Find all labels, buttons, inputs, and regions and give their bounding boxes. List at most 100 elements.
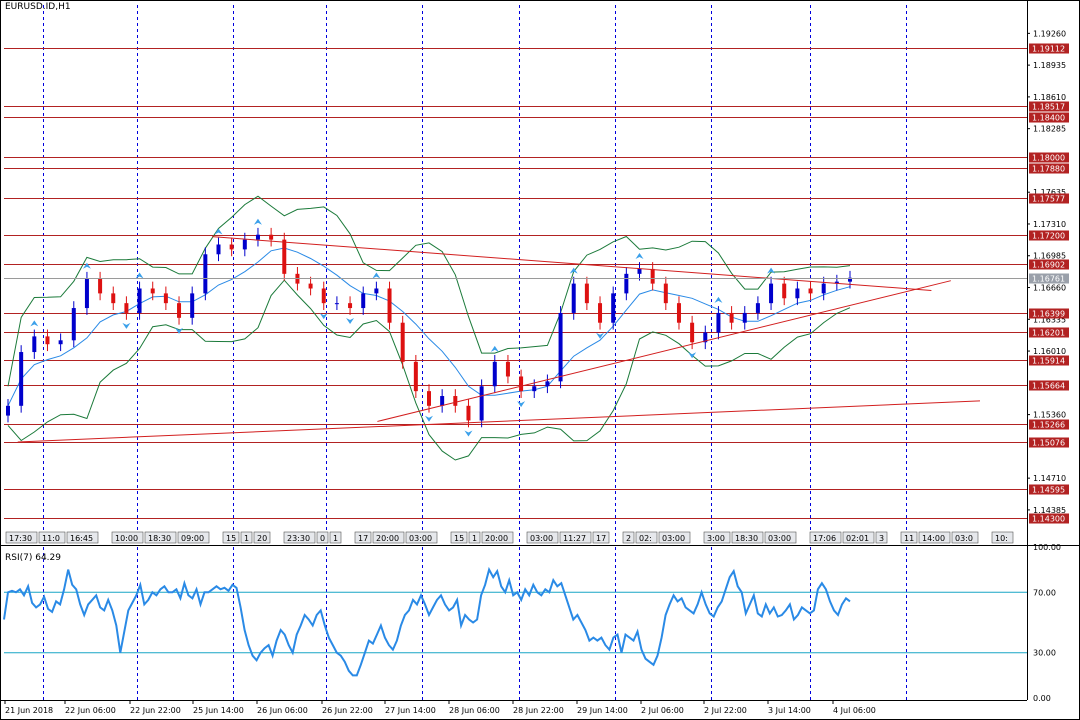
fractal-down-arrow	[425, 415, 433, 422]
time-label-text-16: 1	[472, 534, 477, 543]
price-level-box-3	[1029, 152, 1069, 163]
candle-body	[163, 293, 168, 304]
fractal-down-arrow	[319, 313, 328, 320]
time-label-box-2	[66, 531, 99, 544]
x-axis-label-10: 2 Jul 06:00	[641, 706, 684, 715]
time-label-box-9	[283, 531, 316, 544]
candle-body	[308, 283, 313, 289]
time-label-box-6	[222, 531, 240, 544]
candle-body	[834, 281, 839, 284]
fractal-up-arrow	[30, 320, 39, 327]
y-tick-label-0: 1.19260	[1033, 29, 1066, 38]
trend-line-0	[17, 400, 981, 443]
price-level-label-7: 1.16902	[1032, 261, 1065, 270]
fractal-up-arrow	[82, 262, 91, 269]
candle-body	[427, 391, 431, 406]
time-label-box-33	[991, 531, 1014, 544]
candle-body	[611, 293, 616, 323]
fractal-down-arrow	[596, 332, 605, 339]
price-level-box-1	[1029, 101, 1069, 112]
time-label-box-1	[38, 531, 66, 544]
candle-body	[466, 405, 471, 421]
candle-body	[71, 308, 76, 341]
candle-body	[755, 303, 760, 313]
candle-body	[203, 254, 208, 294]
price-level-box-2	[1029, 112, 1069, 123]
time-label-box-20	[592, 531, 610, 544]
trend-line-1	[377, 280, 951, 422]
price-level-label-13: 1.15076	[1032, 439, 1065, 448]
candle-body	[190, 293, 195, 318]
candle-body	[19, 352, 24, 406]
time-label-box-18	[526, 531, 559, 544]
fractal-down-arrow	[175, 327, 184, 334]
y-tick-label-4: 1.17635	[1033, 188, 1066, 197]
time-label-text-10: 0	[320, 534, 325, 543]
y-tick-label-12: 1.14385	[1033, 506, 1066, 515]
time-label-text-14: 03:00	[409, 534, 432, 543]
price-level-box-9	[1029, 327, 1069, 338]
time-label-text-19: 11:27	[563, 534, 586, 543]
candle-body	[742, 312, 747, 323]
candle-body	[6, 405, 10, 416]
rsi-tick-label-1: 70.00	[1033, 588, 1056, 597]
price-level-label-12: 1.15266	[1032, 421, 1065, 430]
x-axis-label-3: 25 Jun 14:00	[193, 706, 244, 715]
price-level-label-11: 1.15664	[1032, 382, 1065, 391]
candle-body	[545, 381, 550, 387]
candle-body	[558, 312, 563, 382]
price-level-label-14: 1.14595	[1032, 486, 1065, 495]
time-label-text-25: 18:30	[735, 534, 758, 543]
candle-body	[637, 268, 642, 274]
time-label-text-3: 10:00	[115, 534, 138, 543]
price-level-box-4	[1029, 163, 1069, 174]
candle-body	[124, 303, 129, 313]
fractal-up-arrow	[714, 296, 723, 303]
time-label-text-22: 02:	[639, 534, 652, 543]
current-price-box	[1029, 273, 1069, 284]
price-level-label-0: 1.19112	[1032, 45, 1065, 54]
time-label-box-28	[842, 531, 875, 544]
candle-body	[45, 336, 50, 345]
time-label-box-22	[635, 531, 658, 544]
time-label-box-31	[918, 531, 951, 544]
x-axis-label-7: 28 Jun 06:00	[449, 706, 500, 715]
time-label-text-1: 11:0	[42, 534, 60, 543]
time-label-text-11: 1	[333, 534, 338, 543]
rsi-title: RSI(7) 64.29	[5, 553, 61, 563]
candle-body	[58, 340, 63, 345]
time-label-text-13: 20:00	[376, 534, 399, 543]
bollinger-bands	[7, 195, 851, 461]
candle-body	[624, 273, 629, 294]
candle-body	[177, 303, 182, 318]
fractal-up-arrow	[135, 272, 144, 279]
fractal-down-arrow	[346, 318, 355, 325]
candle-body	[663, 283, 668, 304]
candle-body	[282, 239, 287, 274]
rsi-line	[3, 566, 851, 677]
price-level-label-4: 1.17880	[1032, 165, 1065, 174]
time-label-box-16	[468, 531, 481, 544]
time-label-box-27	[809, 531, 842, 544]
time-label-box-11	[329, 531, 342, 544]
candle-body	[571, 283, 576, 313]
trend-line-2	[212, 236, 932, 291]
candle-body	[32, 336, 37, 353]
time-label-box-26	[764, 531, 797, 544]
time-label-box-17	[481, 531, 514, 544]
candle-body	[387, 288, 392, 323]
candle-body	[848, 277, 852, 282]
time-label-box-29	[875, 531, 888, 544]
time-label-text-8: 20	[257, 534, 267, 543]
candle-body	[137, 288, 142, 313]
price-level-label-2: 1.18400	[1032, 114, 1065, 123]
time-label-text-23: 03:00	[662, 534, 685, 543]
time-label-text-31: 14:00	[922, 534, 945, 543]
x-axis-label-12: 3 Jul 14:00	[768, 706, 811, 715]
time-label-text-26: 03:00	[768, 534, 791, 543]
time-label-text-17: 20:00	[485, 534, 508, 543]
time-label-text-32: 03:0	[955, 534, 973, 543]
fractal-up-arrow	[569, 267, 578, 274]
time-label-box-5	[177, 531, 210, 544]
